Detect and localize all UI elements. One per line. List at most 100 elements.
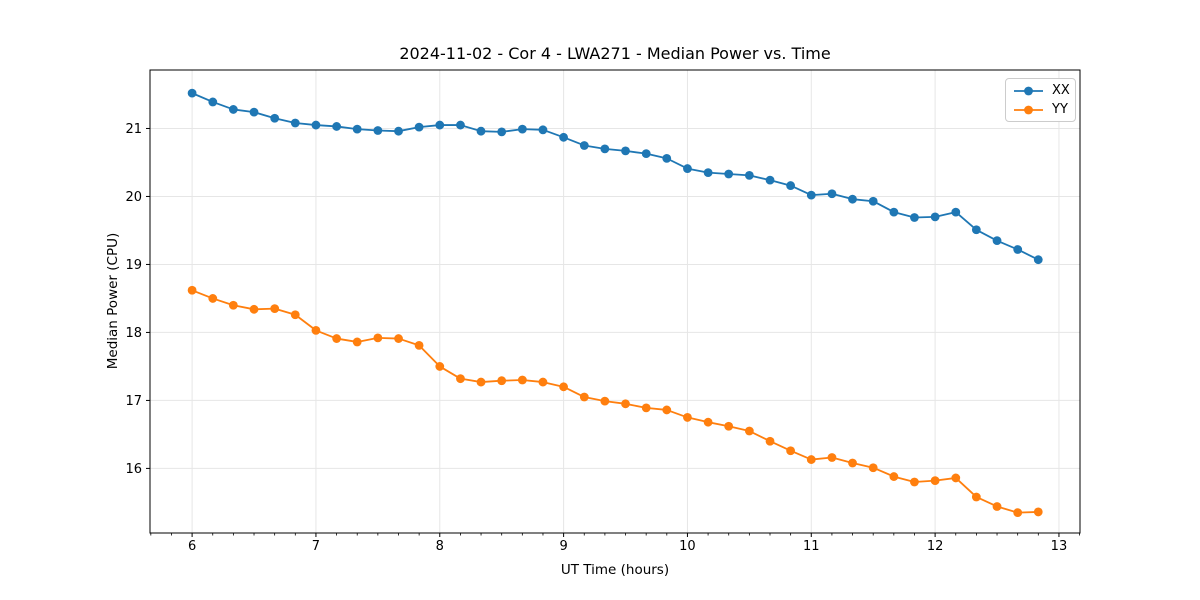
- series-xx-point: [332, 122, 342, 131]
- series-xx-point: [992, 236, 1002, 246]
- series-yy-point: [270, 304, 280, 314]
- series-yy-point: [827, 453, 837, 462]
- x-tick-label: 12: [927, 539, 944, 554]
- series-yy-point: [373, 333, 383, 343]
- series-xx-point: [930, 212, 940, 222]
- series-yy-point: [786, 446, 795, 456]
- x-axis-label: UT Time (hours): [560, 562, 670, 578]
- series-xx-line: [191, 92, 1039, 261]
- axes-frame: [149, 69, 1081, 534]
- series-yy-point: [352, 337, 362, 347]
- series-yy-point: [538, 377, 548, 387]
- series-xx-point: [1013, 245, 1023, 254]
- series-xx-point: [394, 126, 403, 136]
- series-xx-point: [806, 190, 816, 200]
- y-tick-label: 21: [125, 122, 142, 137]
- series-xx-point: [868, 196, 878, 206]
- series-yy-point: [394, 334, 403, 343]
- legend-line-marker-yy-icon: [1014, 105, 1043, 114]
- series-xx-point: [538, 125, 548, 135]
- series-xx-point: [703, 168, 713, 178]
- y-tick-label: 20: [125, 190, 142, 205]
- series-yy-point: [621, 399, 630, 409]
- series-yy-point: [683, 413, 692, 422]
- series-yy-point: [662, 405, 672, 415]
- series-yy-point: [579, 392, 589, 402]
- series-xx-point: [641, 149, 651, 159]
- series-xx-point: [848, 194, 857, 204]
- x-tick-label: 7: [312, 539, 320, 554]
- series-yy-point: [187, 285, 197, 295]
- series-xx-point: [724, 169, 734, 179]
- series-xx-point: [1033, 255, 1043, 265]
- y-tick-label: 19: [125, 258, 142, 273]
- legend: XX YY: [1005, 78, 1076, 122]
- series-yy-point: [456, 374, 465, 384]
- legend-line-marker-xx-icon: [1014, 86, 1043, 95]
- series-xx-point: [889, 207, 899, 217]
- series-xx-point: [579, 141, 589, 150]
- series-yy-point: [311, 325, 321, 335]
- series-yy-point: [971, 492, 981, 502]
- series-yy-point: [806, 455, 816, 464]
- x-tick-label: 9: [559, 539, 567, 554]
- series-yy-point: [848, 458, 857, 468]
- series-yy-point: [1013, 508, 1023, 518]
- series-xx-point: [497, 127, 507, 137]
- legend-item-yy: YY: [1013, 101, 1075, 119]
- series-yy-point: [744, 426, 754, 436]
- series-yy-point: [889, 472, 899, 481]
- series-yy-point: [228, 300, 238, 310]
- series-xx-point: [228, 105, 238, 114]
- x-tick-label: 13: [1051, 539, 1068, 554]
- series-yy-point: [600, 396, 610, 406]
- series-xx-point: [765, 175, 775, 185]
- series-xx-point: [456, 120, 465, 130]
- series-xx-point: [662, 153, 672, 163]
- series-xx-point: [414, 122, 424, 132]
- series-xx-point: [600, 144, 610, 154]
- series-xx-point: [910, 213, 919, 222]
- series-yy-point: [249, 304, 259, 314]
- series-yy-point: [641, 403, 651, 413]
- series-xx-point: [270, 113, 280, 123]
- series-xx-point: [517, 124, 527, 134]
- series-xx-point: [621, 146, 630, 156]
- y-axis-label: Median Power (CPU): [105, 232, 121, 370]
- series-xx-point: [187, 88, 197, 98]
- series-yy-point: [868, 463, 878, 473]
- series-yy-point: [910, 477, 919, 487]
- series-yy-point: [497, 376, 507, 386]
- x-tick-label: 11: [803, 539, 820, 554]
- series-xx-point: [435, 120, 445, 130]
- series-xx-point: [352, 124, 362, 134]
- series-yy-point: [517, 375, 527, 385]
- series-xx-point: [951, 207, 961, 217]
- series-xx-point: [208, 97, 218, 107]
- series-yy-point: [951, 473, 961, 483]
- series-yy-point: [332, 334, 342, 343]
- series-xx-point: [744, 170, 754, 180]
- series-yy-point: [208, 294, 218, 303]
- series-yy-point: [435, 362, 445, 371]
- series-yy-point: [724, 421, 734, 431]
- series-xx-point: [559, 132, 569, 142]
- series-xx-point: [971, 225, 981, 235]
- series-yy-point: [414, 340, 424, 350]
- series-yy-point: [765, 436, 775, 446]
- series-yy-point: [290, 310, 300, 320]
- x-tick-label: 8: [436, 539, 444, 554]
- series-xx-point: [290, 118, 300, 128]
- y-tick-label: 17: [125, 394, 142, 409]
- legend-label-xx: XX: [1052, 83, 1070, 98]
- series-yy-point: [930, 476, 940, 486]
- x-tick-label: 6: [188, 539, 196, 554]
- y-tick-label: 18: [125, 326, 142, 341]
- y-tick-label: 16: [125, 462, 142, 477]
- chart-title: 2024-11-02 - Cor 4 - LWA271 - Median Pow…: [399, 44, 831, 63]
- series-xx-point: [311, 120, 321, 130]
- series-xx-point: [683, 164, 692, 173]
- series-yy-point: [1033, 507, 1043, 517]
